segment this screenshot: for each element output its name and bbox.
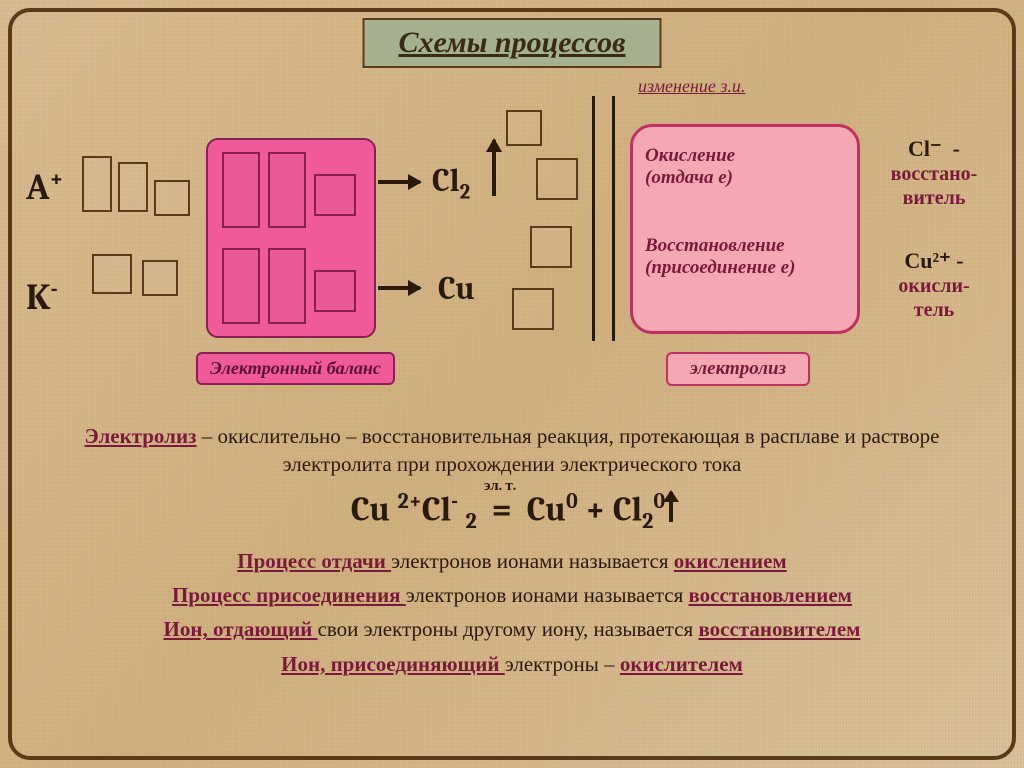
placeholder-box — [154, 180, 190, 216]
balance-box — [206, 138, 376, 338]
placeholder-box — [530, 226, 572, 268]
placeholder-box — [92, 254, 132, 294]
change-link[interactable]: изменение з.и. — [638, 76, 745, 97]
gas-arrow — [492, 140, 496, 196]
term-electrolysis: Электролиз — [85, 424, 197, 448]
cathode-label: K- — [26, 275, 58, 318]
placeholder-box — [512, 288, 554, 330]
oxidation-sub: (отдача е) — [645, 167, 845, 189]
placeholder-box — [118, 162, 148, 212]
arrow-to-cl2 — [378, 180, 420, 184]
product-cl2: Cl2 — [432, 162, 470, 204]
electrolysis-caption: электролиз — [666, 352, 810, 386]
anode-label: A+ — [26, 165, 63, 208]
reduction-label: Восстановление — [645, 235, 845, 257]
cl-role: Cl⁻ - восстано- витель — [874, 136, 994, 210]
process-box: Окисление (отдача е) Восстановление (при… — [630, 124, 860, 334]
definitions: Электролиз – окислительно – восстановите… — [28, 422, 996, 684]
placeholder-box — [536, 158, 578, 200]
reduction-sub: (присоединение е) — [645, 257, 845, 279]
oxidation-label: Окисление — [645, 145, 845, 167]
product-cu: Cu — [438, 270, 475, 307]
balance-caption: Электронный баланс — [196, 352, 395, 385]
cu-role: Cu²⁺ - окисли- тель — [874, 248, 994, 322]
title-banner: Схемы процессов — [362, 18, 661, 68]
arrow-to-cu — [378, 286, 420, 290]
separator-1 — [592, 96, 595, 341]
equation: эл. т. Cu 2+Cl- 2 = Cu0 + Cl20 — [28, 487, 996, 537]
placeholder-box — [82, 156, 112, 212]
diagram-stage: A+ K- Электронный баланс Cl2 Cu изменени… — [18, 80, 1006, 410]
placeholder-box — [142, 260, 178, 296]
separator-2 — [612, 96, 615, 341]
placeholder-box — [506, 110, 542, 146]
